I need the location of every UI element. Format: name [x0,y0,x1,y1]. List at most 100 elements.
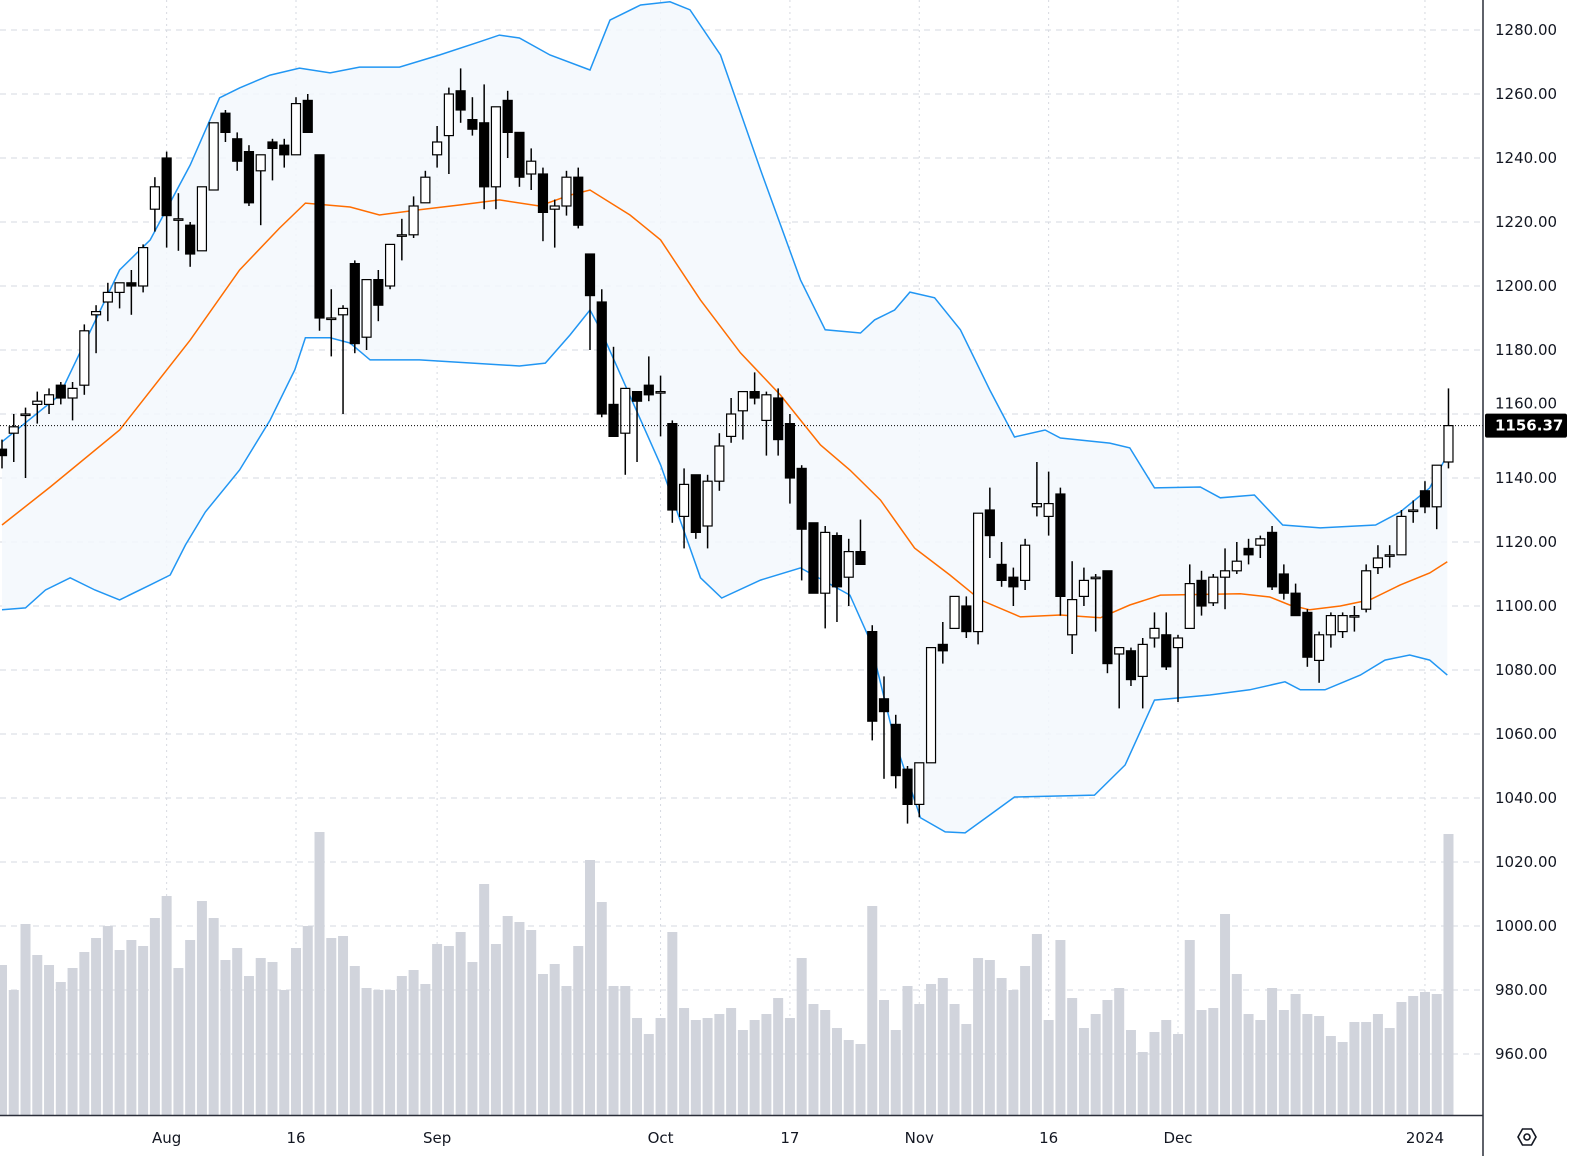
candle-down [1302,611,1313,658]
volume-bar [408,970,419,1115]
candle-down [773,397,784,441]
candle-up [79,330,90,386]
volume-bar [243,976,254,1115]
time-tick-label: 2024 [1406,1129,1444,1147]
volume-bar [761,1014,772,1115]
price-tick-label: 980.00 [1495,981,1548,999]
volume-bar [443,946,454,1115]
candle-up [114,282,125,293]
candle-up [1043,503,1054,518]
candle-up [20,413,31,417]
time-tick-label: Dec [1163,1129,1192,1147]
volume-bar [820,1010,831,1115]
candle-up [408,205,419,236]
volume-bar [1408,996,1419,1115]
candle-down [902,768,913,806]
candle-up [1137,643,1148,678]
candles [0,68,1454,824]
volume-bar [1255,1020,1266,1115]
time-tick-label: 17 [780,1129,799,1147]
time-tick-label: Sep [423,1129,451,1147]
volume-bar [867,906,878,1115]
candle-up [949,595,960,630]
volume-bar [726,1008,737,1115]
candle-down [608,403,619,437]
volume-bar [1361,1022,1372,1115]
volume-bar [208,918,219,1115]
candle-down [1161,634,1172,668]
candle-up [761,394,772,421]
candle-up [432,141,443,156]
candle-down [314,154,325,319]
volume-bar [632,1018,643,1115]
volume-bar [667,932,678,1115]
time-axis[interactable] [0,1115,1483,1156]
candle-down [349,263,360,345]
volume-bar [926,984,937,1115]
candle-down [267,141,278,150]
volume-bar [1055,940,1066,1115]
volume-bar [973,958,984,1115]
bollinger-lower-line [1,308,1448,834]
candle-up [843,550,854,578]
volume-bar [1372,1014,1383,1115]
candle-down [573,176,584,226]
volume-bar [455,932,466,1115]
volume-bar [608,986,619,1115]
volume-bar [79,952,90,1115]
volume-bar [55,982,66,1115]
candle-up [1172,637,1184,649]
volume-bar [138,946,149,1115]
candle-down [749,391,760,399]
candle-up [90,311,102,316]
volume-bar [338,936,349,1115]
candle-down [467,118,478,130]
candle-up [1314,634,1325,661]
candle-up [443,93,454,137]
volume-bar [1384,1028,1395,1115]
price-axis[interactable] [1483,0,1573,1156]
candle-up [737,391,748,412]
price-ticks: 1280.00 1260.00 1240.00 1220.00 1200.00 1180.… [1495,21,1557,1063]
volume-bar [314,832,325,1115]
volume-bar [279,990,290,1115]
volume-bar [549,964,560,1115]
candle-down [1243,547,1254,556]
volume-bar [1396,1002,1407,1115]
candle-down [631,391,643,402]
candle-up [655,391,666,394]
price-tick-label: 1180.00 [1495,341,1557,359]
price-tick-label: 1020.00 [1495,853,1557,871]
volume-bar [1078,1028,1089,1115]
price-tick-label: 1120.00 [1495,533,1557,551]
candle-down [1419,490,1431,508]
bollinger-fill [2,1,1448,833]
settings-icon[interactable] [1517,1128,1537,1146]
volume-bar [44,965,55,1115]
volume-bar [1161,1020,1172,1115]
volume-bar [490,944,501,1115]
volume-bar [902,986,913,1115]
volume-bar [561,986,572,1115]
candle-down [690,474,701,533]
candle-up [526,160,537,175]
volume-bar [291,948,301,1115]
volume-bar [1043,1020,1054,1115]
candle-up [255,154,266,172]
price-tick-label: 1060.00 [1495,725,1557,743]
volume-bar [596,902,607,1115]
candle-down [996,563,1007,582]
volume-bar [1020,966,1031,1115]
volume-bar [1337,1042,1348,1115]
candle-up [620,387,631,434]
volume-bar [1184,940,1195,1115]
volume-bar [620,986,631,1115]
candle-up [1255,538,1266,546]
time-tick-label: Oct [648,1129,674,1147]
volume-bar [114,950,125,1115]
candle-up [1231,560,1242,572]
price-tick-label: 1160.00 [1495,395,1557,413]
volume-bar [67,968,78,1115]
candle-down [984,509,995,537]
